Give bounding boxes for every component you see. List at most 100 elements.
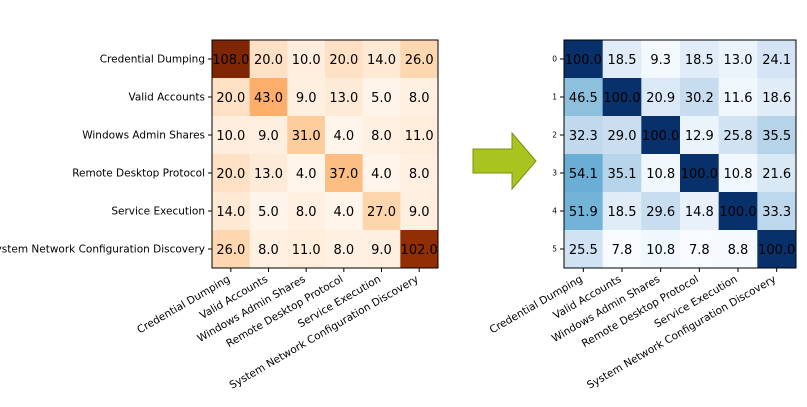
heatmap-cell <box>325 78 364 117</box>
heatmap-cell <box>718 40 758 79</box>
cell-value-label: 27.0 <box>367 205 396 220</box>
heatmap-cell <box>212 78 251 117</box>
cell-value-label: 20.0 <box>254 53 283 68</box>
cell-value-label: 26.0 <box>405 53 434 68</box>
cell-value-label: 29.0 <box>608 129 637 144</box>
heatmap-cell <box>757 78 797 117</box>
cell-value-label: 30.2 <box>685 91 714 106</box>
cell-value-label: 8.0 <box>409 167 430 182</box>
cell-value-label: 100.0 <box>681 167 718 182</box>
cell-value-label: 25.5 <box>569 243 598 258</box>
heatmap-cell <box>564 154 604 193</box>
cell-value-label: 14.8 <box>685 205 714 220</box>
cell-value-label: 10.8 <box>724 167 753 182</box>
heatmap-cell <box>718 116 758 155</box>
cell-value-label: 35.5 <box>762 129 791 144</box>
row-label: 5 <box>552 245 557 254</box>
heatmap-cell <box>249 78 288 117</box>
row-label: 4 <box>552 207 557 216</box>
heatmap-cell <box>287 192 326 231</box>
heatmap-cell <box>212 154 251 193</box>
cell-value-label: 35.1 <box>608 167 637 182</box>
plot-frame <box>563 39 797 269</box>
cell-value-label: 37.0 <box>329 167 358 182</box>
heatmap-cell <box>641 40 681 79</box>
heatmap-cell <box>362 40 401 79</box>
heatmap-cell <box>249 154 288 193</box>
row-label: Valid Accounts <box>128 92 205 104</box>
cell-value-label: 9.0 <box>409 205 430 220</box>
cell-value-label: 8.8 <box>728 243 749 258</box>
heatmap-cell <box>325 230 364 269</box>
heatmap-cell <box>287 78 326 117</box>
plot-frame <box>211 39 439 269</box>
heatmap-cell <box>362 116 401 155</box>
cell-value-label: 9.3 <box>650 53 671 68</box>
heatmap-cell <box>641 230 681 269</box>
heatmap-cell <box>325 40 364 79</box>
heatmap-cell <box>602 154 642 193</box>
cell-value-label: 18.5 <box>608 53 637 68</box>
heatmap-cell <box>641 154 681 193</box>
cell-value-label: 100.0 <box>565 53 602 68</box>
heatmap-cell <box>400 40 439 79</box>
cell-value-label: 11.0 <box>292 243 321 258</box>
cell-value-label: 10.8 <box>646 243 675 258</box>
cell-value-label: 33.3 <box>762 205 791 220</box>
cell-value-label: 51.9 <box>569 205 598 220</box>
heatmap-cell <box>718 154 758 193</box>
heatmap-cell <box>602 78 642 117</box>
heatmap-cell <box>564 116 604 155</box>
heatmap-cell <box>602 40 642 79</box>
cell-value-label: 12.9 <box>685 129 714 144</box>
cell-value-label: 14.0 <box>216 205 245 220</box>
heatmap-cell <box>757 40 797 79</box>
heatmap-cell <box>641 192 681 231</box>
heatmap-cell <box>757 192 797 231</box>
heatmap-cell <box>680 78 720 117</box>
cell-value-label: 5.0 <box>371 91 392 106</box>
heatmap-cell <box>602 116 642 155</box>
row-label: 1 <box>552 93 557 102</box>
heatmap-cell <box>718 78 758 117</box>
heatmap-cell <box>602 230 642 269</box>
cell-value-label: 11.0 <box>405 129 434 144</box>
cell-value-label: 9.0 <box>258 129 279 144</box>
heatmap-cell <box>400 116 439 155</box>
heatmap-cell <box>680 192 720 231</box>
cell-value-label: 18.5 <box>608 205 637 220</box>
heatmap-cell <box>212 116 251 155</box>
cell-value-label: 7.8 <box>689 243 710 258</box>
cell-value-label: 7.8 <box>612 243 633 258</box>
cell-value-label: 29.6 <box>646 205 675 220</box>
cell-value-label: 8.0 <box>296 205 317 220</box>
cell-value-label: 8.0 <box>333 243 354 258</box>
heatmap-cell <box>362 154 401 193</box>
cell-value-label: 18.5 <box>685 53 714 68</box>
heatmap-cell <box>212 40 251 79</box>
cell-value-label: 26.0 <box>216 243 245 258</box>
cell-value-label: 43.0 <box>254 91 283 106</box>
cell-value-label: 20.0 <box>216 91 245 106</box>
row-label: 0 <box>552 55 557 64</box>
cell-value-label: 13.0 <box>254 167 283 182</box>
heatmap-cell <box>400 192 439 231</box>
cell-value-label: 4.0 <box>296 167 317 182</box>
heatmap-cell <box>362 230 401 269</box>
row-label: Remote Desktop Protocol <box>72 168 205 180</box>
heatmap-cell <box>564 230 604 269</box>
heatmap-cell <box>212 192 251 231</box>
cell-value-label: 10.0 <box>216 129 245 144</box>
heatmap-cell <box>249 116 288 155</box>
cell-value-label: 20.0 <box>329 53 358 68</box>
cell-value-label: 25.8 <box>724 129 753 144</box>
heatmap-cell <box>362 78 401 117</box>
row-label: 3 <box>552 169 557 178</box>
heatmap-cell <box>287 230 326 269</box>
heatmap-cell <box>564 78 604 117</box>
cell-value-label: 13.0 <box>329 91 358 106</box>
heatmap-cell <box>564 40 604 79</box>
cell-value-label: 102.0 <box>401 243 438 258</box>
cell-value-label: 46.5 <box>569 91 598 106</box>
